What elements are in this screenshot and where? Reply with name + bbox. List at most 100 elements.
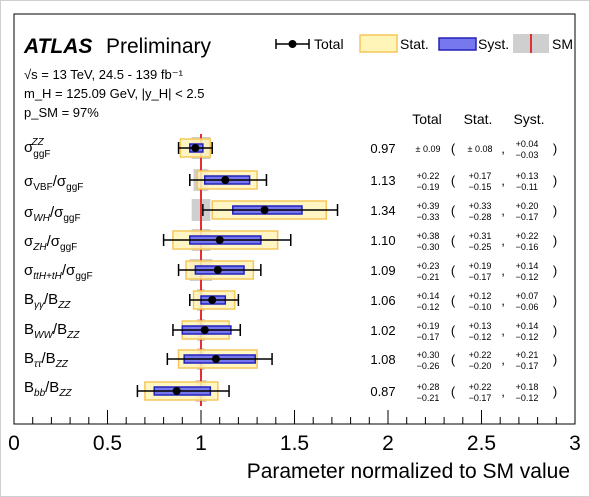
legend-syst-swatch: [438, 37, 477, 51]
legend-sm-label: SM: [552, 36, 573, 52]
chart-marks: [136, 138, 339, 401]
row-label-gamgam: Bγγ/BZZ: [24, 291, 71, 311]
table-punctuation: (: [451, 352, 456, 367]
legend-total: Total: [275, 36, 344, 52]
row-value: 1.10: [370, 233, 395, 248]
table-punctuation: (: [451, 233, 456, 248]
stat-error-text: ± 0.08: [468, 144, 493, 154]
x-axis: 0 0.5 1 1.5 2 2.5 3: [8, 410, 581, 455]
stat-error-text-down: −0.20: [469, 361, 492, 371]
central-value-marker: [221, 176, 230, 184]
table-punctuation: (: [451, 141, 456, 156]
stat-error-text-down: −0.10: [469, 302, 492, 312]
legend-sm: SM: [513, 34, 573, 53]
legend-syst-label: Syst.: [478, 36, 509, 52]
column-header-total: Total: [412, 111, 442, 127]
table-punctuation: ): [553, 263, 557, 278]
legend-stat-label: Stat.: [400, 36, 429, 52]
header-line-2: m_H = 125.09 GeV, |y_H| < 2.5: [24, 86, 204, 101]
x-tick-label: 1.5: [280, 432, 309, 455]
row-label-tth: σttH+tH/σggF: [24, 262, 93, 282]
row-label-bb: Bbb/BZZ: [24, 379, 72, 399]
stat-error-text-up: +0.22: [469, 350, 492, 360]
x-tick-label: 3: [569, 432, 581, 455]
stat-error-text-down: −0.15: [469, 182, 492, 192]
stat-error-text-down: −0.12: [469, 332, 492, 342]
stat-error-text-down: −0.28: [469, 212, 492, 222]
row-value: 1.08: [370, 352, 395, 367]
row-labels: σggFZZ σVBF/σggF σWH/σggF σZH/σggF σttH+…: [24, 137, 93, 399]
table-punctuation: (: [451, 384, 456, 399]
table-punctuation: ): [553, 173, 557, 188]
syst-error-text-down: −0.16: [516, 242, 539, 252]
table-punctuation: ,: [501, 323, 505, 338]
syst-error-text-down: −0.12: [516, 393, 539, 403]
syst-error-text-down: −0.12: [516, 272, 539, 282]
table-punctuation: ): [553, 293, 557, 308]
legend-total-marker: [288, 40, 297, 48]
central-value-marker: [191, 144, 200, 152]
syst-error-text-down: −0.11: [516, 182, 538, 192]
total-error-text-up: +0.22: [417, 171, 440, 181]
table-punctuation: (: [451, 263, 456, 278]
total-error-text-up: +0.28: [417, 382, 440, 392]
table-punctuation: (: [451, 323, 456, 338]
syst-error-text-up: +0.21: [516, 350, 539, 360]
table-punctuation: ,: [501, 203, 505, 218]
table-punctuation: ,: [501, 263, 505, 278]
x-tick-label: 2.5: [467, 432, 496, 455]
syst-error-text-up: +0.04: [516, 139, 539, 149]
table-punctuation: (: [451, 203, 456, 218]
legend: Total Stat. Syst. SM: [275, 34, 573, 53]
stat-error-text-up: +0.31: [469, 231, 492, 241]
syst-error-text-up: +0.07: [516, 291, 539, 301]
syst-error-text-up: +0.13: [516, 171, 539, 181]
table-punctuation: ,: [501, 173, 505, 188]
row-label-tautau: Bττ/BZZ: [24, 350, 69, 370]
header-line-3: p_SM = 97%: [24, 105, 99, 120]
total-error-text-down: −0.19: [417, 182, 440, 192]
row-value: 0.87: [370, 384, 395, 399]
total-error-text-down: −0.12: [417, 302, 440, 312]
syst-error-text-up: +0.14: [516, 261, 539, 271]
syst-error-text-down: −0.03: [516, 150, 539, 160]
central-value-marker: [215, 236, 224, 244]
row-value: 1.06: [370, 293, 395, 308]
stat-error-text-up: +0.19: [469, 261, 492, 271]
value-table: 0.97 ± 0.09 ± 0.08 +0.04−0.03(,)1.13 +0.22−0…: [370, 139, 557, 403]
table-punctuation: ,: [501, 233, 505, 248]
total-error-text-up: +0.19: [417, 321, 440, 331]
total-error-text-down: −0.21: [417, 393, 440, 403]
syst-error-text-up: +0.22: [516, 231, 539, 241]
central-value-marker: [208, 296, 217, 304]
row-value: 1.34: [370, 203, 395, 218]
x-tick-label: 0.5: [93, 432, 122, 455]
table-punctuation: ,: [501, 293, 505, 308]
total-error-text-down: −0.33: [417, 212, 440, 222]
row-label-zh: σZH/σggF: [24, 233, 77, 253]
central-value-marker: [172, 387, 181, 395]
legend-stat-swatch: [359, 34, 398, 53]
stat-error-text-up: +0.17: [469, 171, 492, 181]
row-label-vbf: σVBF/σggF: [24, 173, 83, 193]
total-error-text-up: +0.23: [417, 261, 440, 271]
row-value: 0.97: [370, 141, 395, 156]
table-punctuation: (: [451, 293, 456, 308]
table-punctuation: ,: [501, 384, 505, 399]
stat-error-text-up: +0.12: [469, 291, 492, 301]
table-punctuation: ,: [501, 352, 505, 367]
syst-error-text-down: −0.17: [516, 212, 539, 222]
table-punctuation: ): [553, 203, 557, 218]
row-label-ww: BWW/BZZ: [24, 321, 80, 341]
column-header-syst: Syst.: [513, 111, 544, 127]
legend-syst: Syst.: [438, 36, 509, 52]
table-punctuation: ): [553, 233, 557, 248]
table-punctuation: ): [553, 323, 557, 338]
x-tick-label: 0: [8, 432, 20, 455]
stat-error-text-up: +0.22: [469, 382, 492, 392]
total-error-text-down: −0.26: [417, 361, 440, 371]
total-error-text-up: +0.14: [417, 291, 440, 301]
row-label-wh: σWH/σggF: [24, 204, 81, 224]
total-error-text-up: +0.39: [417, 201, 440, 211]
